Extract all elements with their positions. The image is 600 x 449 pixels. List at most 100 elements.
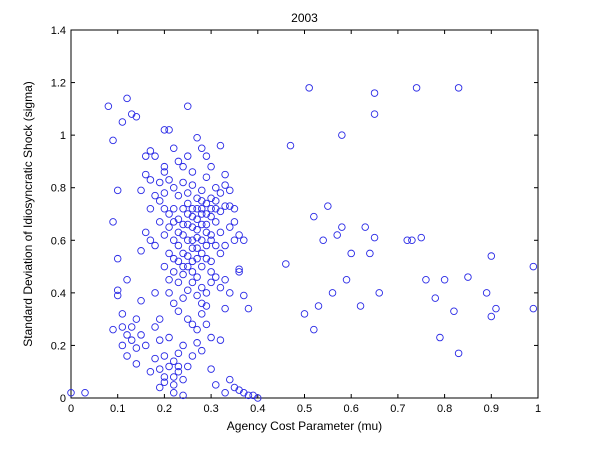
x-tick-label: 0.4: [250, 403, 265, 415]
data-point: [141, 152, 150, 160]
data-point: [202, 302, 211, 310]
data-point: [408, 236, 416, 245]
data-point: [422, 275, 430, 284]
x-tick-label: 0: [68, 403, 74, 415]
data-point: [179, 178, 187, 187]
data-point: [244, 304, 253, 313]
x-tick-label: 0.1: [110, 403, 125, 415]
data-point: [179, 270, 187, 279]
data-point: [169, 357, 178, 365]
data-point: [254, 394, 262, 402]
data-point: [207, 204, 215, 213]
data-point: [342, 275, 351, 284]
data-point: [310, 325, 318, 334]
data-point: [207, 333, 215, 342]
data-point: [165, 126, 173, 134]
data-point: [212, 183, 220, 192]
chart-title: 2003: [291, 11, 318, 25]
data-point: [375, 289, 383, 297]
data-point: [169, 388, 178, 397]
data-point: [109, 218, 117, 226]
data-point: [146, 176, 155, 184]
data-point: [137, 247, 145, 255]
data-point: [333, 231, 341, 239]
data-point: [174, 349, 183, 358]
data-point: [179, 391, 187, 400]
data-point: [193, 339, 201, 347]
data-point: [174, 241, 183, 250]
data-point: [235, 265, 243, 273]
data-point: [221, 275, 229, 284]
data-point: [127, 336, 136, 344]
data-point: [165, 333, 173, 342]
data-point: [174, 257, 183, 266]
data-point: [370, 89, 379, 97]
data-point: [179, 294, 187, 302]
data-point: [113, 291, 122, 300]
data-point: [193, 325, 201, 334]
data-point: [202, 173, 211, 181]
data-point: [244, 391, 253, 400]
data-point: [183, 236, 192, 245]
data-point: [132, 112, 141, 121]
data-point: [207, 268, 215, 276]
data-point: [314, 302, 323, 310]
data-point: [141, 341, 150, 350]
data-point: [212, 218, 220, 226]
data-point: [226, 289, 234, 297]
data-point: [188, 244, 197, 252]
data-point: [198, 210, 206, 218]
data-point: [198, 249, 206, 258]
data-point: [417, 233, 426, 242]
data-point: [216, 336, 225, 344]
data-point: [198, 310, 206, 318]
data-point: [305, 84, 313, 92]
data-point: [146, 236, 155, 245]
data-point: [146, 367, 155, 376]
data-point: [193, 291, 201, 300]
data-point: [198, 186, 206, 195]
data-point: [403, 236, 411, 245]
data-point: [221, 170, 229, 179]
data-point: [431, 294, 440, 302]
data-point: [193, 226, 201, 234]
data-point: [160, 204, 169, 213]
data-point: [188, 204, 197, 213]
data-point: [155, 365, 164, 373]
data-point: [165, 362, 173, 371]
data-point: [179, 162, 187, 171]
data-point: [113, 286, 122, 294]
y-tick-label: 1.2: [51, 78, 66, 90]
data-point: [165, 289, 173, 297]
data-point: [132, 360, 141, 368]
data-point: [146, 204, 155, 213]
y-tick-label: 0.8: [51, 183, 66, 195]
y-axis-title: Standard Deviation of Idiosyncratic Shoc…: [21, 81, 35, 346]
data-point: [198, 236, 206, 245]
data-point: [324, 202, 332, 210]
data-point: [193, 273, 201, 281]
data-point: [370, 233, 379, 242]
data-point: [202, 289, 211, 297]
data-point: [174, 157, 183, 166]
x-tick-label: 0.8: [437, 403, 452, 415]
data-point: [436, 333, 444, 342]
data-point: [169, 268, 178, 276]
data-point: [155, 218, 164, 226]
data-point: [216, 249, 225, 258]
data-point: [174, 362, 183, 371]
data-point: [207, 231, 215, 239]
data-point: [198, 220, 206, 229]
data-point: [216, 189, 225, 197]
data-point: [216, 228, 225, 237]
y-tick-label: 0: [60, 393, 66, 405]
data-point: [151, 152, 159, 160]
data-point: [118, 341, 127, 350]
data-point: [155, 178, 164, 187]
data-point: [81, 388, 89, 397]
x-axis-title: Agency Cost Parameter (mu): [227, 419, 382, 433]
data-point: [165, 249, 173, 258]
data-point: [174, 191, 183, 200]
data-point: [183, 220, 192, 229]
